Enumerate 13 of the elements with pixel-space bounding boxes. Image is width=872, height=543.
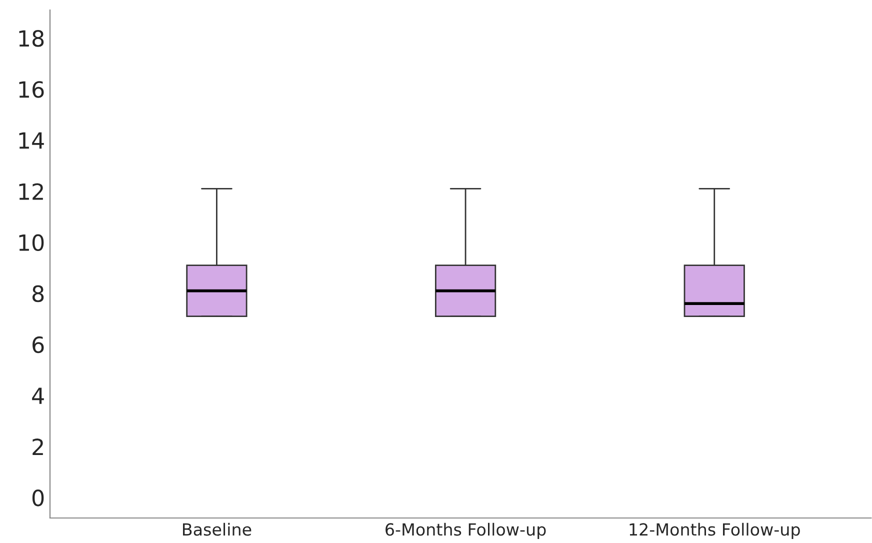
y-tick-label: 8 — [32, 285, 44, 302]
y-tick-label: 14 — [19, 132, 44, 149]
x-tick-label: 12-Months Follow-up — [630, 522, 800, 539]
y-tick-label: 6 — [32, 336, 44, 354]
y-tick-label: 10 — [19, 234, 44, 252]
y-tick-label: 4 — [32, 388, 44, 404]
y-tick-label: 18 — [19, 30, 44, 47]
y-tick-label: 12 — [19, 183, 43, 200]
y-tick-label: 2 — [32, 438, 43, 455]
x-tick-label: 6-Months Follow-up — [386, 522, 546, 539]
x-tick-label: Baseline — [183, 522, 252, 536]
y-tick-label: 16 — [19, 81, 44, 98]
y-tick-label: 0 — [32, 490, 44, 506]
